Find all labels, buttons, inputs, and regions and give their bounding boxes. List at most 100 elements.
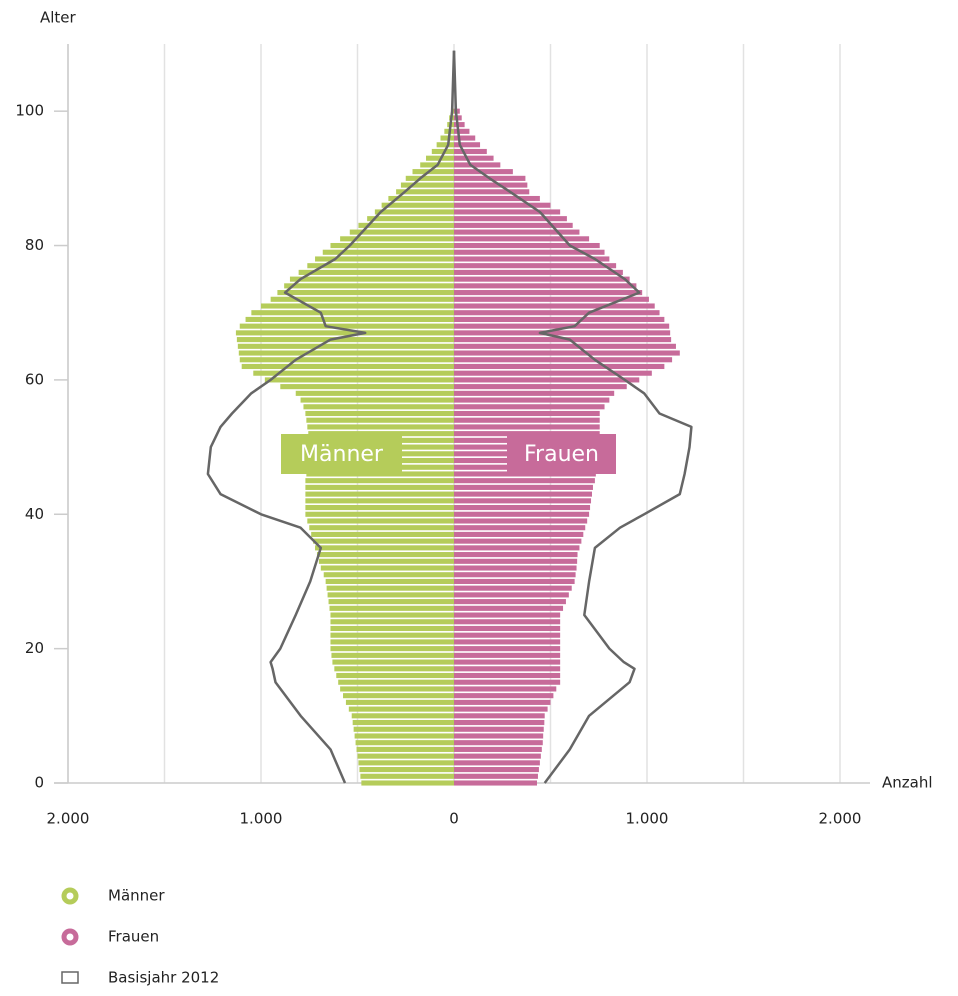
y-tick-label: 80 — [25, 236, 44, 254]
bar — [264, 377, 454, 383]
bar — [454, 323, 670, 329]
bar — [305, 505, 454, 511]
bar — [454, 431, 600, 437]
bar — [358, 222, 454, 228]
bar — [436, 142, 454, 148]
bar — [454, 343, 676, 349]
bar — [356, 746, 454, 752]
legend-marker — [61, 971, 79, 984]
bar — [303, 404, 454, 410]
bar — [322, 249, 454, 255]
bar — [412, 169, 454, 175]
bar — [454, 767, 539, 773]
bar — [307, 518, 454, 524]
bar — [454, 189, 530, 195]
bar — [454, 202, 551, 208]
bar — [454, 572, 576, 578]
legend-label: Frauen — [108, 928, 159, 946]
bar — [454, 162, 501, 168]
bar — [253, 370, 454, 376]
y-tick-label: 100 — [15, 102, 44, 120]
bar — [454, 780, 537, 786]
bar — [329, 605, 454, 611]
bar — [454, 424, 600, 430]
bar — [454, 128, 470, 134]
x-tick-label: 2.000 — [47, 810, 90, 828]
bar — [355, 740, 454, 746]
bar — [454, 229, 580, 235]
bar — [405, 175, 454, 181]
bar — [454, 585, 572, 591]
bar — [454, 565, 577, 571]
bar — [345, 699, 454, 705]
bar — [440, 135, 454, 141]
bar — [325, 578, 454, 585]
bar — [454, 330, 671, 336]
bar — [454, 652, 561, 658]
bar — [454, 599, 566, 605]
series-label: Frauen — [524, 442, 599, 467]
bar — [454, 760, 540, 766]
bar — [400, 182, 454, 188]
bar — [328, 599, 454, 605]
bar — [330, 639, 454, 645]
bar — [454, 740, 543, 746]
bar — [454, 625, 561, 632]
bar — [235, 330, 454, 336]
bar — [454, 195, 540, 202]
bar — [454, 357, 673, 363]
bar — [454, 276, 630, 282]
bar — [454, 384, 627, 390]
bar — [330, 632, 454, 638]
bar — [308, 431, 454, 437]
x-tick-label: 2.000 — [819, 810, 862, 828]
bar — [331, 652, 454, 658]
bar — [454, 733, 544, 739]
bar — [349, 229, 454, 235]
bar — [360, 773, 454, 779]
bar — [295, 390, 454, 396]
bar — [454, 242, 600, 249]
bar — [454, 316, 665, 322]
bar — [454, 498, 592, 504]
bar — [454, 699, 551, 705]
bar — [454, 169, 513, 175]
bar — [332, 659, 454, 665]
bar — [454, 256, 610, 262]
bar — [454, 525, 586, 531]
bar — [338, 679, 454, 685]
bar — [307, 263, 454, 269]
bar — [454, 269, 623, 275]
bar — [305, 511, 454, 517]
bar — [454, 182, 528, 188]
bar — [318, 558, 454, 564]
bar — [454, 283, 637, 289]
bar — [454, 538, 582, 544]
bar — [454, 236, 590, 242]
bar — [454, 686, 557, 692]
bar — [454, 155, 494, 161]
bar — [340, 236, 454, 242]
bar — [327, 592, 454, 598]
bar — [367, 216, 454, 222]
x-tick-label: 1.000 — [240, 810, 283, 828]
bar — [348, 706, 454, 712]
bar — [454, 478, 595, 484]
bar — [300, 397, 454, 403]
bar — [454, 605, 564, 611]
bar — [454, 531, 584, 537]
bar — [396, 189, 454, 195]
bar — [454, 290, 643, 296]
bar — [305, 410, 454, 417]
bar — [309, 525, 454, 531]
series-label-box — [507, 434, 616, 474]
bar — [454, 753, 541, 759]
x-tick-label: 1.000 — [626, 810, 669, 828]
bar — [323, 572, 454, 578]
bar — [454, 719, 545, 726]
bar — [454, 619, 561, 625]
bar — [236, 337, 454, 343]
bar — [336, 672, 454, 679]
legend-marker — [61, 928, 79, 946]
